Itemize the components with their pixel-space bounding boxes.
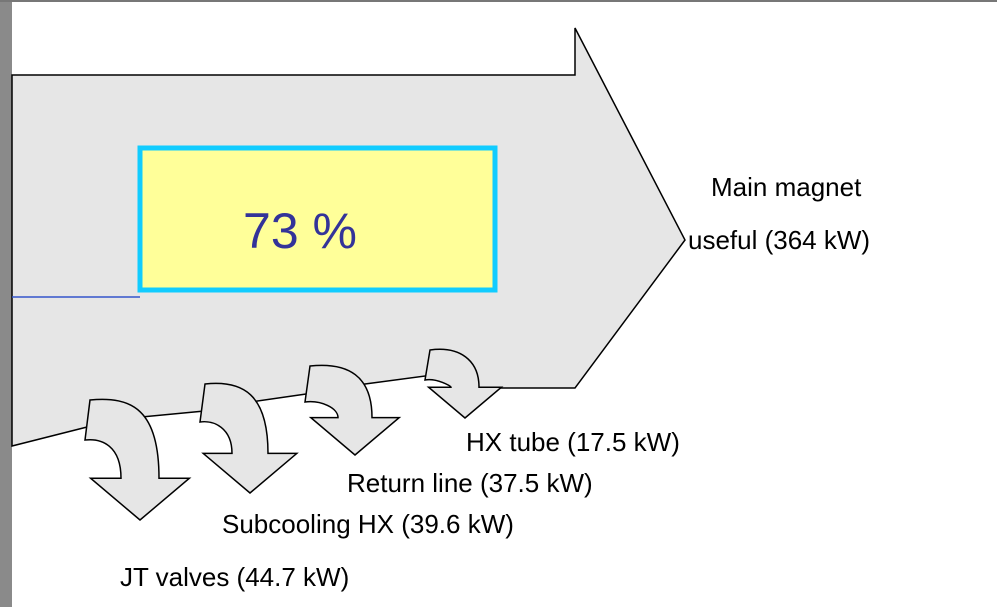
loss-label: JT valves (44.7 kW) xyxy=(120,562,349,592)
loss-label: Return line (37.5 kW) xyxy=(347,468,593,498)
loss-arrow xyxy=(199,382,299,494)
percent-box xyxy=(137,145,498,293)
loss-label: Subcooling HX (39.6 kW) xyxy=(222,509,514,539)
loss-arrow xyxy=(304,364,402,456)
loss-arrows xyxy=(84,348,504,521)
loss-arrow xyxy=(84,398,192,521)
percent-text: 73 % xyxy=(243,203,357,259)
loss-arrow xyxy=(424,348,504,419)
loss-label: HX tube (17.5 kW) xyxy=(466,427,680,457)
left-strip xyxy=(0,0,12,607)
main-label: useful (364 kW) xyxy=(688,225,870,255)
main-label: Main magnet xyxy=(711,172,862,202)
